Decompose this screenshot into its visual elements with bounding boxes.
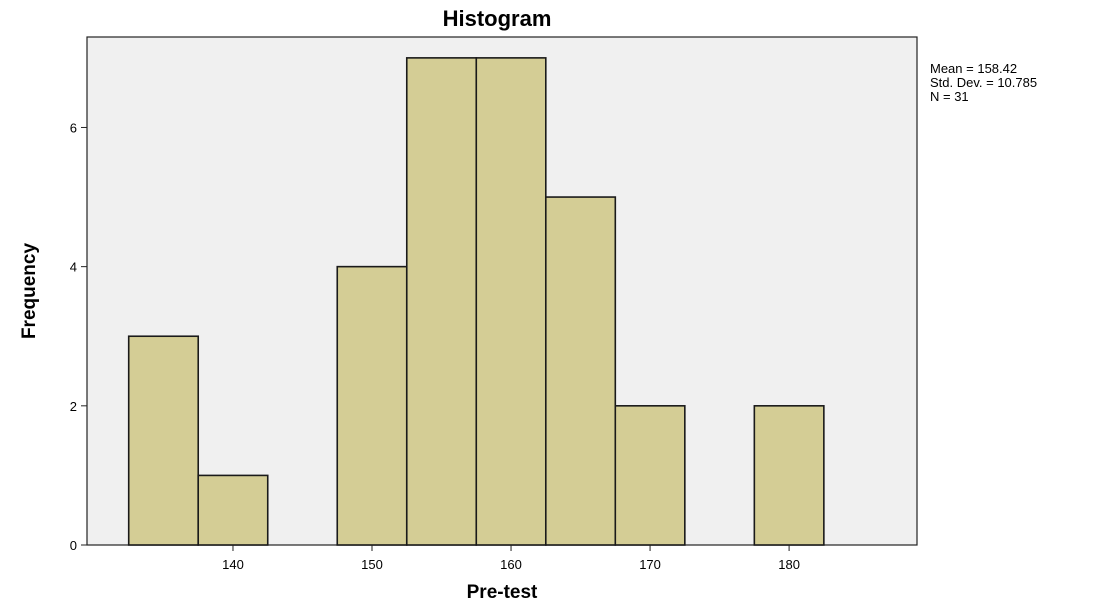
bars-group [127,57,825,546]
histogram-bar [336,265,408,546]
y-axis-title: Frequency [19,243,40,340]
y-tick-label: 4 [70,260,77,275]
histogram-bar [614,405,686,546]
stat-n: N = 31 [930,89,969,104]
histogram-bar [544,196,617,546]
y-tick-label: 2 [70,399,77,414]
histogram-bar [475,57,547,546]
x-tick-label: 170 [639,557,661,572]
x-tick-label: 150 [361,557,383,572]
y-tick-label: 0 [70,538,77,553]
histogram-bar [405,57,478,546]
histogram-bar [753,405,825,546]
x-tick-label: 160 [500,557,522,572]
x-axis-title: Pre-test [467,582,538,603]
histogram-bar [197,474,269,546]
x-axis: 140 150 160 170 180 [222,545,800,572]
histogram-bar [127,335,200,546]
stat-mean: Mean = 158.42 [930,61,1017,76]
y-tick-label: 6 [70,120,77,135]
stat-std-dev: Std. Dev. = 10.785 [930,75,1037,90]
x-tick-label: 140 [222,557,244,572]
chart-title: Histogram [443,6,552,31]
y-axis: 0 2 4 6 [70,120,87,553]
x-tick-label: 180 [778,557,800,572]
